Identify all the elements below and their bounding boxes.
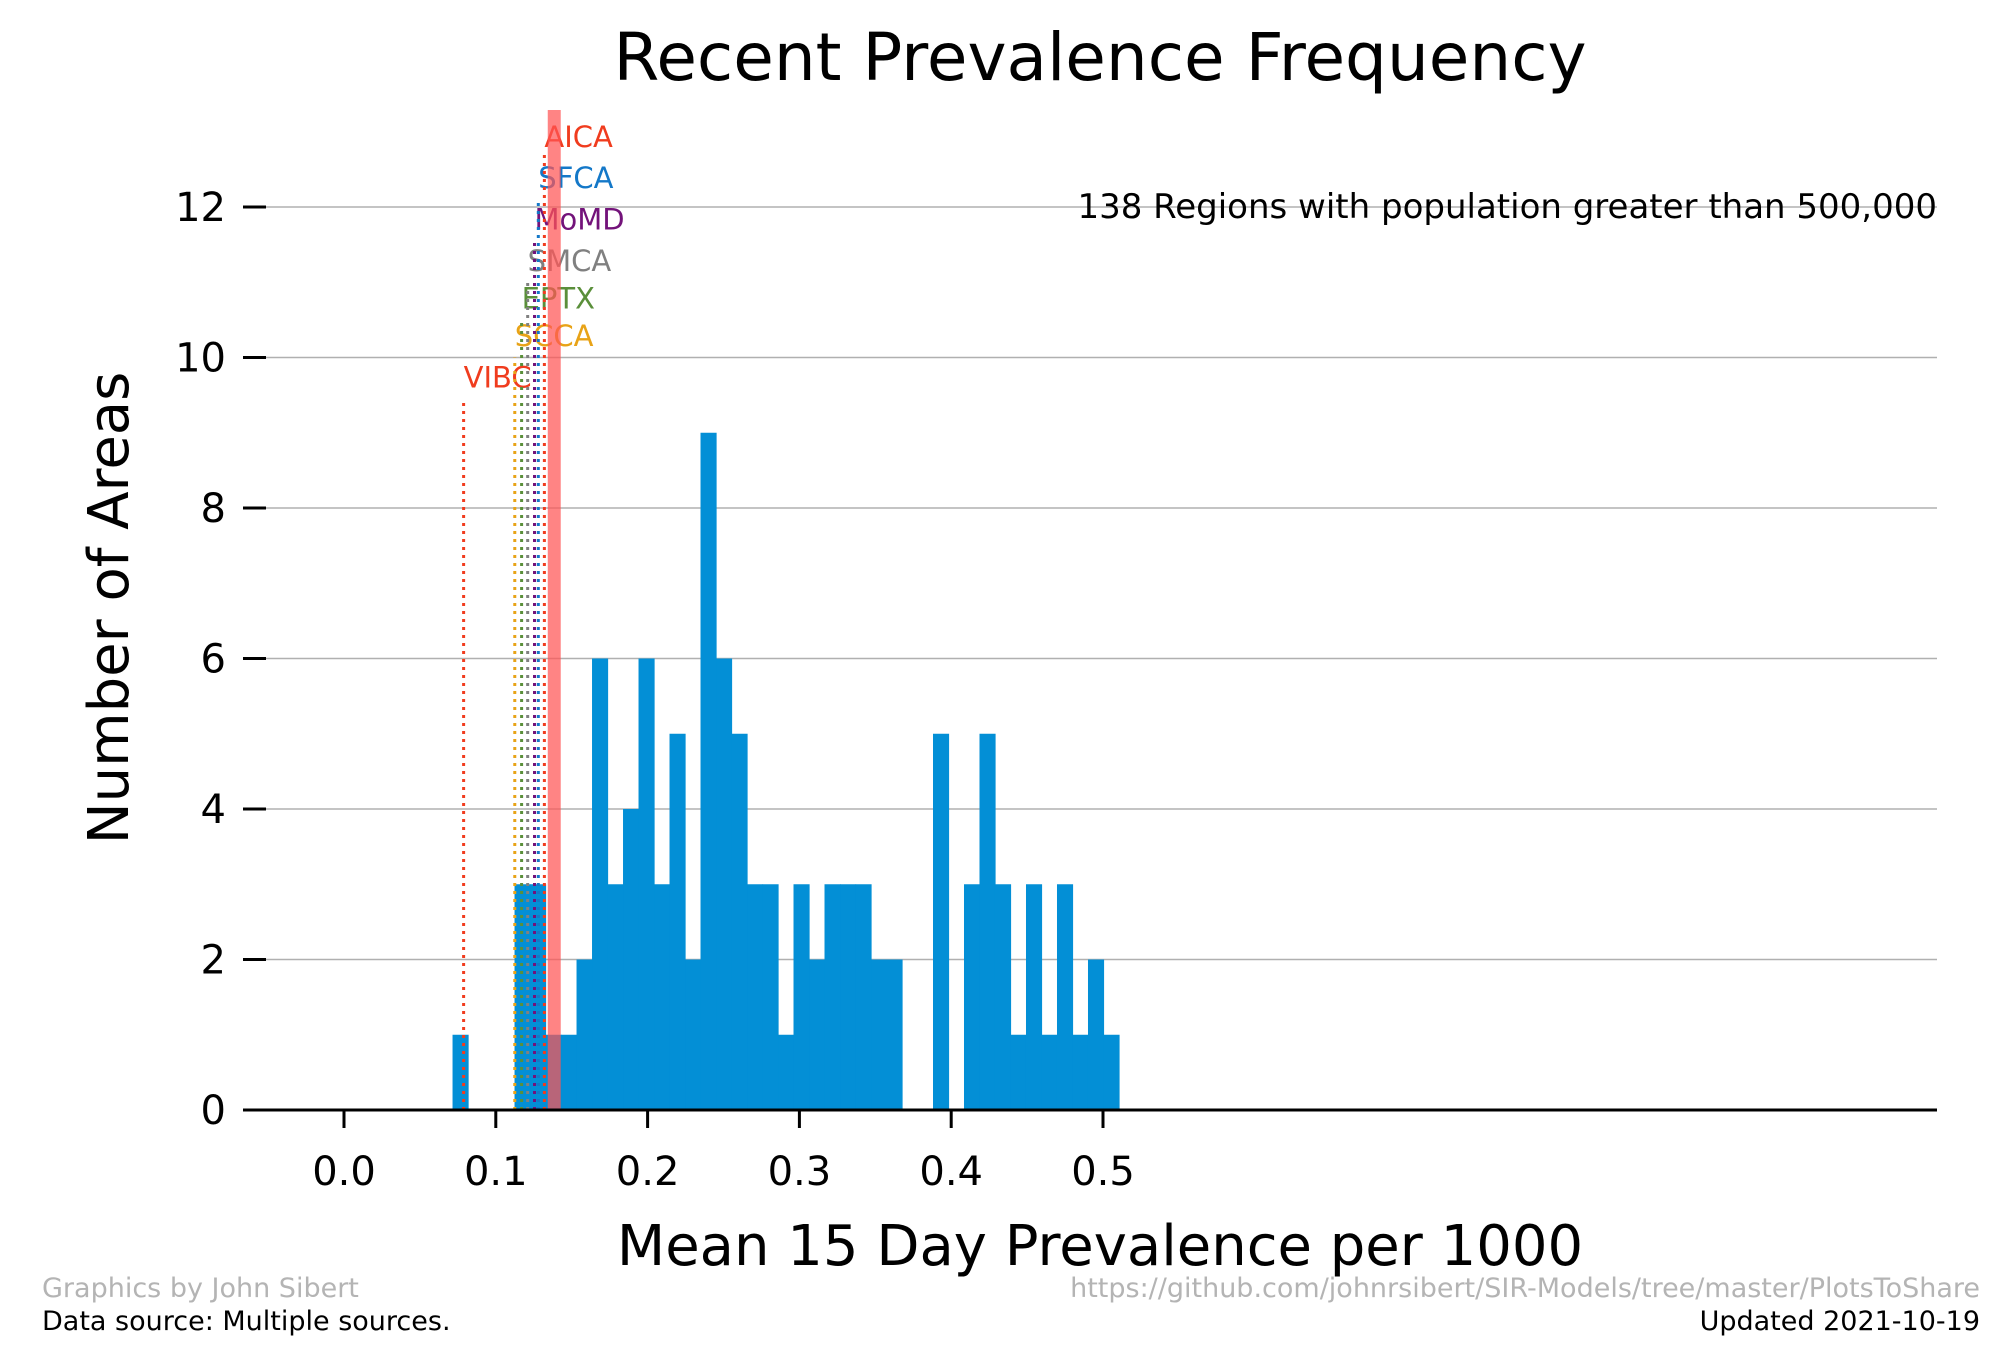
histogram-bar [840,884,857,1110]
marker-label: SMCA [528,244,612,278]
data-source: Data source: Multiple sources. [42,1306,451,1337]
histogram-bar [1041,1034,1058,1110]
x-axis-label: Mean 15 Day Prevalence per 1000 [617,1214,1583,1279]
histogram-bar [886,959,903,1110]
x-tick-label: 0.1 [464,1149,528,1195]
x-tick-label: 0.0 [312,1149,376,1195]
y-tick-label: 10 [175,336,226,382]
x-tick-label: 0.4 [919,1149,983,1195]
histogram-bar [669,733,686,1110]
histogram-bar [654,884,671,1110]
region-markers: VIBCSCCAEPTXSMCAMoMDSFCAAICA [462,120,625,1110]
histogram-bar [607,884,624,1110]
histogram-bar [762,884,779,1110]
histogram-bar [592,658,609,1110]
histogram-bar [731,733,748,1110]
source-url: https://github.com/johnrsibert/SIR-Model… [1070,1273,1980,1304]
x-tick-label: 0.2 [616,1149,680,1195]
histogram-bar [700,432,717,1110]
histogram-bar [809,959,826,1110]
histogram-bar [685,959,702,1110]
region-count-annotation: 138 Regions with population greater than… [1077,187,1937,227]
histogram-bar [1010,1034,1027,1110]
histogram-bar [1103,1034,1120,1110]
y-axis-label: Number of Areas [77,372,142,845]
updated-date: Updated 2021-10-19 [1700,1306,1980,1337]
histogram-bar [638,658,655,1110]
y-tick-label: 0 [201,1088,226,1134]
y-tick-label: 6 [201,637,226,683]
histogram-bar [793,884,810,1110]
histogram-bar [979,733,996,1110]
y-tick-label: 2 [201,938,226,984]
histogram-bar [778,1034,795,1110]
histogram-bar [452,1034,469,1110]
histogram-bar [932,733,950,1110]
histogram-bar [855,884,872,1110]
histogram-bar [716,658,733,1110]
y-tick-label: 4 [201,787,226,833]
histogram-bar [1056,884,1074,1110]
y-tick-label: 8 [201,486,226,532]
x-tick-label: 0.5 [1071,1149,1135,1195]
chart-title: Recent Prevalence Frequency [613,19,1586,96]
axes: 0.0 0.1 0.2 0.3 0.4 0.5 0 2 4 6 8 10 12 [175,185,1937,1195]
histogram-bar [747,884,764,1110]
x-tick-label: 0.3 [768,1149,832,1195]
histogram-bar [1025,884,1043,1110]
graphics-credit: Graphics by John Sibert [42,1273,359,1304]
histogram-bar [576,959,593,1110]
y-tick-label: 12 [175,185,226,231]
histogram-bar [561,1034,578,1110]
histogram-bar [824,884,841,1110]
histogram-bar [871,959,888,1110]
histogram-bar [963,884,981,1110]
histogram-bar [1087,959,1105,1110]
histogram-bar [1072,1034,1089,1110]
histogram-bar [994,884,1012,1110]
histogram-bar [623,809,640,1110]
